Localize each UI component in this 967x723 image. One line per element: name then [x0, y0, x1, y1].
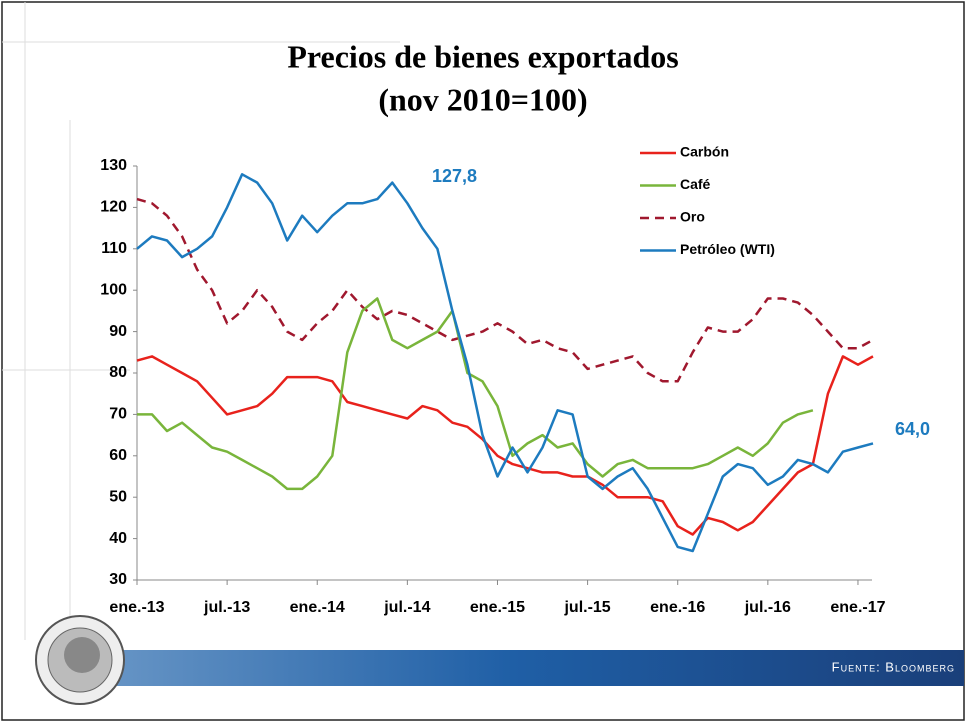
- x-tick-label: ene.-16: [650, 599, 705, 616]
- footer-band: [60, 650, 964, 686]
- chart-subtitle: (nov 2010=100): [378, 81, 587, 117]
- y-tick-label: 40: [109, 530, 127, 547]
- y-tick-label: 110: [101, 240, 127, 257]
- x-tick-label: jul.-16: [744, 599, 791, 616]
- source: Fuente: Bloomberg: [832, 659, 955, 674]
- series-line: [136, 173, 874, 553]
- x-tick-label: jul.-13: [203, 599, 250, 616]
- series-line: [137, 297, 814, 491]
- x-tick-label: jul.-15: [563, 599, 610, 616]
- x-tick-label: ene.-15: [470, 599, 525, 616]
- logo: [35, 615, 125, 705]
- x-tick-label: jul.-14: [383, 599, 430, 616]
- y-tick-label: 50: [109, 488, 127, 505]
- legend-label: Carbón: [680, 144, 729, 160]
- y-tick-label: 30: [109, 571, 127, 588]
- y-tick-label: 130: [100, 157, 127, 174]
- legend-label: Café: [680, 176, 711, 192]
- y-tick-label: 70: [109, 406, 127, 423]
- chart-title: Precios de bienes exportados: [287, 38, 678, 74]
- legend-label: Petróleo (WTI): [680, 241, 775, 257]
- y-tick-label: 80: [109, 364, 127, 381]
- y-tick-label: 60: [109, 447, 127, 464]
- y-tick-label: 120: [100, 199, 127, 216]
- legend-label: Oro: [680, 209, 705, 225]
- series-line: [136, 197, 874, 383]
- annotation: 64,0: [895, 419, 930, 439]
- y-tick-label: 90: [109, 323, 127, 340]
- annotation: 127,8: [432, 166, 477, 186]
- x-tick-label: ene.-17: [830, 599, 885, 616]
- x-tick-label: ene.-14: [290, 599, 345, 616]
- x-tick-label: ene.-13: [109, 599, 164, 616]
- y-tick-label: 100: [100, 281, 127, 298]
